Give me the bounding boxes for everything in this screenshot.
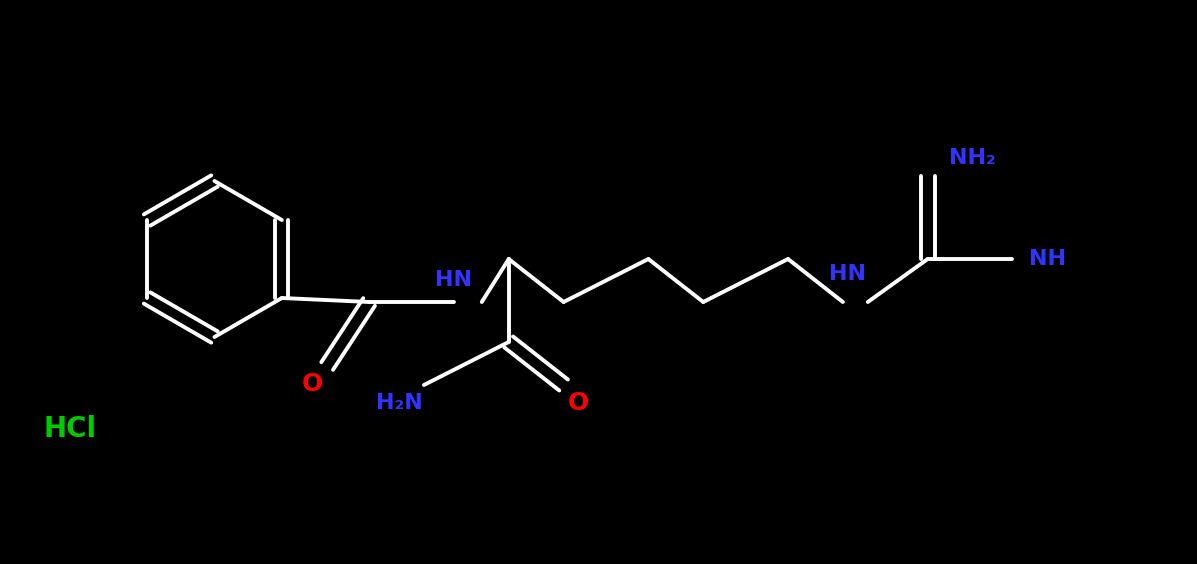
Text: HCl: HCl <box>43 415 97 443</box>
Text: NH: NH <box>1029 249 1065 269</box>
Text: NH₂: NH₂ <box>949 148 996 168</box>
Text: HN: HN <box>830 264 867 284</box>
Text: O: O <box>567 391 589 415</box>
Text: HN: HN <box>436 270 473 290</box>
Text: O: O <box>302 372 323 396</box>
Text: H₂N: H₂N <box>376 393 423 413</box>
